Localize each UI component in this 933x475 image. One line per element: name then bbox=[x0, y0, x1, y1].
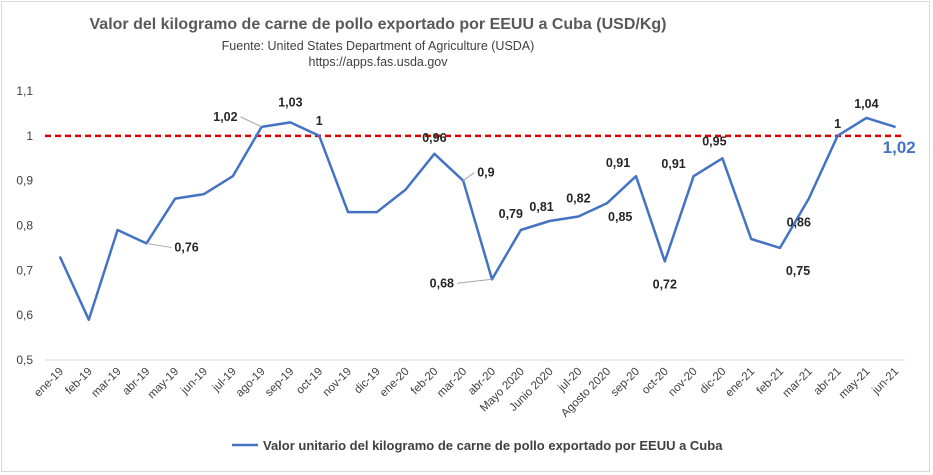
data-point bbox=[116, 229, 119, 231]
data-label: 1,04 bbox=[854, 97, 878, 111]
data-point bbox=[520, 229, 522, 231]
data-point bbox=[664, 260, 666, 263]
data-label: 0,91 bbox=[606, 156, 630, 170]
x-tick-label: sep-20 bbox=[609, 366, 642, 399]
chart-subtitle-url: https://apps.fas.usda.gov bbox=[309, 55, 449, 69]
data-label-leader bbox=[456, 278, 493, 284]
data-point bbox=[174, 197, 176, 200]
x-tick-label: nov-20 bbox=[666, 366, 699, 399]
data-point bbox=[88, 318, 90, 321]
data-point bbox=[203, 193, 205, 195]
x-tick-label: mar-19 bbox=[89, 366, 123, 400]
data-point bbox=[404, 188, 407, 191]
chart-title: Valor del kilogramo de carne de pollo ex… bbox=[90, 16, 667, 33]
data-point bbox=[347, 211, 349, 213]
data-point bbox=[376, 211, 378, 213]
x-tick-label: jun-21 bbox=[870, 366, 902, 398]
y-tick-label: 0,9 bbox=[16, 174, 33, 188]
data-point bbox=[692, 175, 695, 177]
y-tick-label: 0,6 bbox=[16, 308, 33, 322]
data-point bbox=[836, 135, 839, 137]
data-point bbox=[577, 215, 580, 218]
y-tick-label: 0,7 bbox=[16, 263, 33, 277]
y-tick-label: 1 bbox=[26, 129, 33, 143]
data-label: 0,96 bbox=[422, 131, 446, 145]
x-tick-label: nov-19 bbox=[321, 366, 354, 399]
data-point bbox=[808, 197, 810, 200]
x-tick-label: ene-20 bbox=[378, 366, 412, 400]
series-line bbox=[58, 116, 896, 321]
data-point bbox=[865, 117, 868, 119]
x-tick-label: may-19 bbox=[146, 366, 182, 402]
data-point bbox=[721, 157, 724, 160]
data-point bbox=[635, 175, 637, 177]
x-tick-label: ene-21 bbox=[724, 366, 758, 400]
y-tick-label: 0,5 bbox=[16, 353, 33, 367]
data-point bbox=[433, 152, 436, 155]
x-tick-label: mar-20 bbox=[435, 366, 469, 400]
x-tick-label: jun-19 bbox=[178, 366, 210, 398]
data-label: 0,95 bbox=[702, 134, 726, 148]
data-label: 1,02 bbox=[213, 110, 237, 124]
data-label: 0,82 bbox=[566, 192, 590, 206]
x-tick-label: sep-19 bbox=[263, 366, 296, 399]
data-point bbox=[289, 121, 292, 124]
data-label: 0,72 bbox=[653, 277, 677, 291]
data-point bbox=[750, 238, 752, 240]
data-label: 0,91 bbox=[661, 157, 685, 171]
data-label: 0,68 bbox=[430, 276, 454, 290]
chart-subtitle-source: Fuente: United States Department of Agri… bbox=[222, 39, 535, 53]
legend: Valor unitario del kilogramo de carne de… bbox=[232, 438, 723, 453]
data-label: 0,79 bbox=[499, 207, 523, 221]
data-label: 0,81 bbox=[529, 200, 553, 214]
data-point bbox=[894, 126, 896, 128]
data-label: 1 bbox=[834, 117, 841, 131]
y-tick-label: 0,8 bbox=[16, 219, 33, 233]
data-label: 1 bbox=[316, 114, 323, 128]
data-point bbox=[232, 175, 234, 177]
data-point bbox=[548, 220, 551, 222]
data-label-leader bbox=[462, 172, 475, 182]
data-label-leader bbox=[240, 116, 262, 128]
data-point bbox=[59, 256, 61, 258]
data-label: 0,85 bbox=[608, 210, 632, 224]
x-tick-label: oct-19 bbox=[294, 366, 325, 397]
data-point bbox=[779, 247, 781, 249]
data-label-leader bbox=[146, 242, 172, 248]
data-label: 1,02 bbox=[883, 138, 916, 157]
data-point bbox=[318, 135, 321, 137]
x-tick-label: ago-19 bbox=[234, 366, 268, 400]
x-tick-label: mar-21 bbox=[781, 366, 815, 400]
data-label: 0,76 bbox=[174, 240, 198, 254]
data-label: 0,75 bbox=[786, 264, 810, 278]
x-tick-label: may-21 bbox=[837, 366, 873, 402]
x-tick-label: oct-20 bbox=[640, 366, 671, 397]
y-tick-label: 1,1 bbox=[16, 84, 33, 98]
x-tick-label: ene-19 bbox=[32, 366, 66, 400]
data-label: 1,03 bbox=[278, 95, 302, 109]
data-point bbox=[606, 202, 608, 204]
data-label: 0,86 bbox=[787, 216, 811, 230]
legend-label: Valor unitario del kilogramo de carne de… bbox=[263, 438, 723, 453]
data-label: 0,9 bbox=[477, 166, 494, 180]
